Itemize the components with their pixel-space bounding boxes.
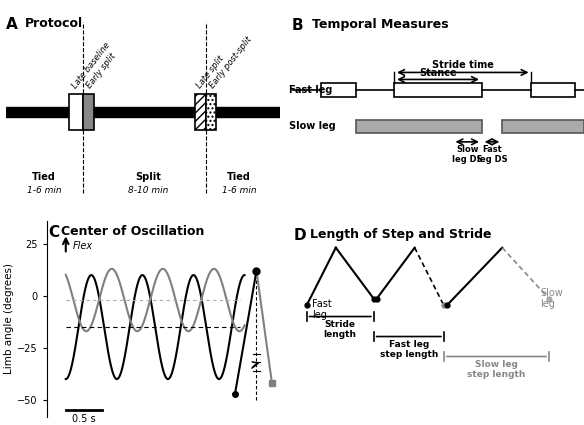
Text: Center of Oscillation: Center of Oscillation bbox=[61, 225, 204, 238]
Bar bbox=[321, 83, 356, 97]
Text: Flex: Flex bbox=[73, 241, 93, 251]
Text: 0.5 s: 0.5 s bbox=[72, 414, 95, 425]
Bar bbox=[502, 119, 584, 133]
Text: 1-6 min: 1-6 min bbox=[222, 187, 256, 196]
Text: Late baseline: Late baseline bbox=[70, 40, 112, 90]
Text: Length of Step and Stride: Length of Step and Stride bbox=[310, 228, 491, 241]
Bar bbox=[69, 94, 83, 130]
Text: D: D bbox=[293, 228, 306, 243]
Text: 1-6 min: 1-6 min bbox=[27, 187, 61, 196]
Text: 8-10 min: 8-10 min bbox=[128, 187, 169, 196]
Bar bbox=[83, 94, 93, 130]
Text: Stride time: Stride time bbox=[432, 60, 493, 70]
Text: Tied: Tied bbox=[32, 172, 56, 182]
Text: Fast
leg: Fast leg bbox=[312, 299, 332, 320]
Text: Stance: Stance bbox=[419, 68, 457, 78]
Text: Fast leg: Fast leg bbox=[289, 85, 332, 95]
Bar bbox=[194, 94, 206, 130]
Text: Early post-split: Early post-split bbox=[208, 35, 254, 90]
Text: C: C bbox=[48, 225, 59, 240]
Text: Fast leg
step length: Fast leg step length bbox=[380, 340, 438, 359]
Text: Slow
leg: Slow leg bbox=[540, 288, 563, 309]
Text: Split: Split bbox=[135, 172, 162, 182]
Text: Fast
leg DS: Fast leg DS bbox=[477, 145, 507, 164]
Text: Early split: Early split bbox=[85, 52, 117, 90]
Text: Stride
length: Stride length bbox=[324, 320, 357, 339]
Text: A: A bbox=[6, 17, 18, 31]
Text: Temporal Measures: Temporal Measures bbox=[312, 17, 449, 31]
Bar bbox=[531, 83, 575, 97]
Y-axis label: Limb angle (degrees): Limb angle (degrees) bbox=[4, 263, 14, 374]
Text: Tied: Tied bbox=[227, 172, 251, 182]
Bar bbox=[206, 94, 216, 130]
Text: Slow
leg DS: Slow leg DS bbox=[452, 145, 482, 164]
Bar bbox=[394, 83, 482, 97]
Text: Slow leg
step length: Slow leg step length bbox=[467, 360, 526, 379]
Bar bbox=[6, 107, 280, 116]
Text: Protocol: Protocol bbox=[25, 17, 83, 30]
Text: Late split: Late split bbox=[194, 54, 225, 90]
Bar bbox=[356, 119, 482, 133]
Text: Slow leg: Slow leg bbox=[289, 122, 336, 131]
Text: B: B bbox=[292, 17, 304, 33]
